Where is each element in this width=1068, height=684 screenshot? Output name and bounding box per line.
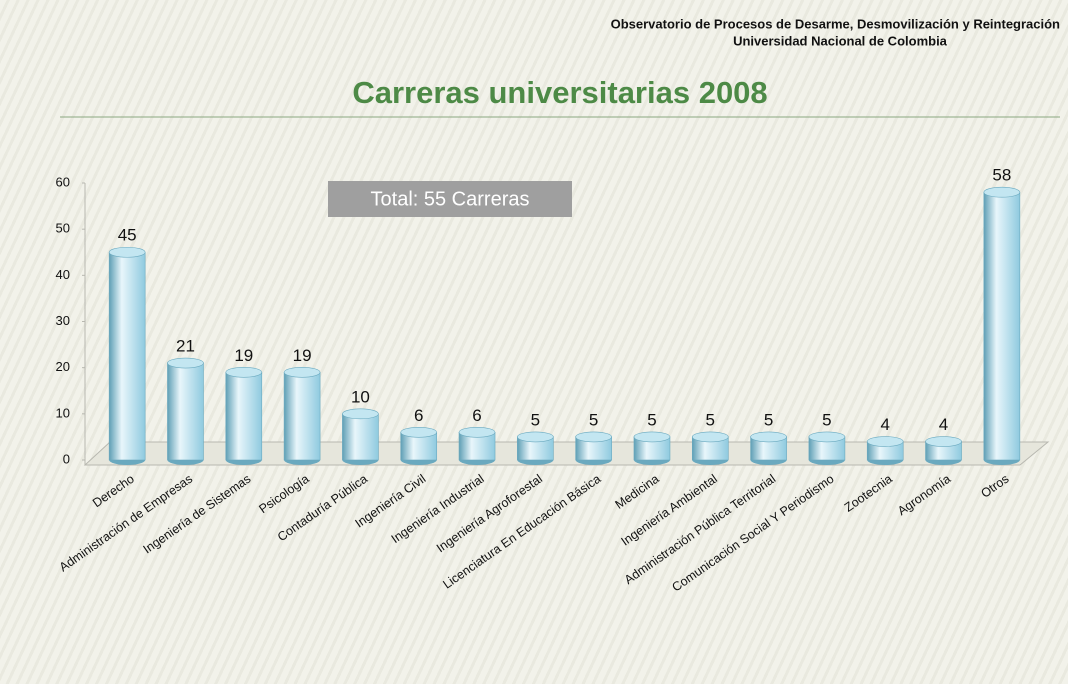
x-tick-label: Medicina [613, 472, 662, 512]
x-tick-label: Zootecnia [842, 472, 895, 515]
data-label: 4 [939, 415, 948, 434]
data-label: 5 [531, 410, 540, 429]
data-label: 58 [992, 166, 1011, 185]
bar-top [342, 408, 379, 420]
bar-top [400, 426, 438, 438]
x-tick-label: Ingeniería Ambiental [619, 472, 720, 549]
bar [167, 362, 204, 461]
data-label: 5 [706, 410, 715, 429]
x-tick-label: Derecho [90, 472, 137, 511]
y-tick-label: 30 [56, 313, 70, 328]
y-tick-label: 0 [63, 451, 70, 466]
bar-top [866, 436, 904, 447]
bar-top [225, 366, 263, 378]
bar [983, 191, 1021, 461]
x-tick-label: Ingeniería de Sistemas [141, 472, 254, 557]
bar-top [458, 426, 496, 438]
bar-top [517, 431, 554, 443]
x-tick-label: Ingeniería Agroforestal [434, 472, 545, 556]
data-label: 6 [414, 406, 423, 425]
data-label: 10 [351, 387, 370, 406]
bar-top [808, 431, 846, 443]
data-label: 5 [647, 410, 656, 429]
floor [83, 441, 1050, 466]
y-tick-label: 60 [56, 174, 70, 189]
data-label: 19 [293, 346, 312, 365]
bar [342, 413, 379, 461]
y-tick-label: 40 [56, 267, 70, 282]
data-label: 4 [880, 415, 889, 434]
data-label: 5 [822, 410, 831, 429]
data-label: 21 [176, 337, 195, 356]
x-tick-label: Otros [978, 472, 1011, 501]
x-tick-label: Psicología [256, 472, 311, 517]
x-tick-label: Agronomía [895, 472, 953, 519]
bar [108, 251, 146, 461]
bar-top [283, 366, 321, 378]
bar-top [983, 186, 1021, 198]
data-label: 45 [118, 226, 137, 245]
bar [283, 371, 321, 461]
header-line: Universidad Nacional de Colombia [733, 33, 948, 48]
data-label: 5 [589, 410, 598, 429]
header-line: Observatorio de Procesos de Desarme, Des… [611, 16, 1060, 31]
bar-top [575, 431, 612, 443]
bar [225, 371, 263, 461]
y-tick-label: 20 [56, 359, 70, 374]
data-label: 5 [764, 410, 773, 429]
bar-top [925, 436, 962, 447]
bar-top [750, 431, 787, 443]
bar-top [167, 357, 204, 369]
chart-title: Carreras universitarias 2008 [352, 75, 767, 110]
y-tick-label: 50 [56, 221, 70, 236]
bar-top [108, 246, 146, 258]
y-tick-label: 10 [56, 405, 70, 420]
bar-top [691, 431, 729, 443]
annotation: Total: 55 Carreras [371, 188, 530, 210]
data-label: 6 [472, 406, 481, 425]
annotation-box [328, 181, 572, 217]
data-label: 19 [234, 346, 253, 365]
bar-top [633, 431, 671, 443]
